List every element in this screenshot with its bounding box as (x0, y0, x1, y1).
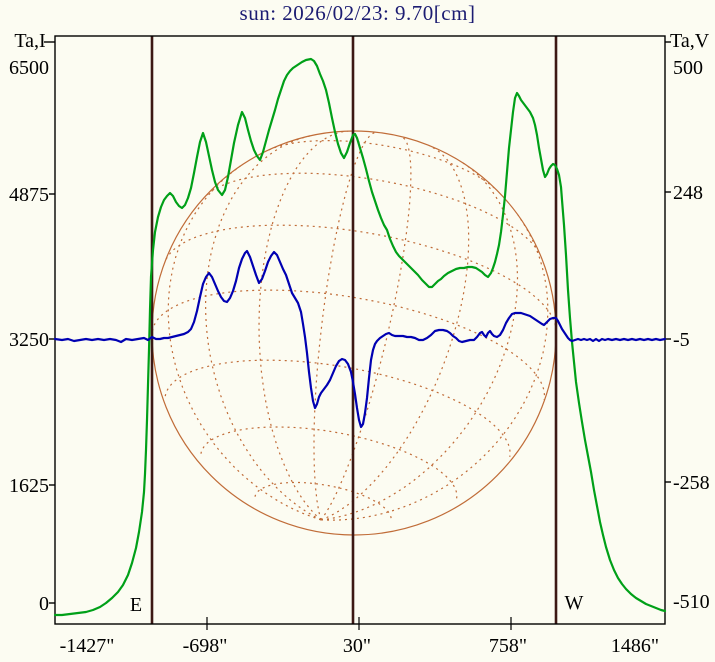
solar-grid-meridian-line (167, 165, 322, 521)
right-axis-label: Ta,V (670, 30, 710, 52)
plot-frame (54, 35, 666, 625)
x-tick-label: 758" (489, 635, 527, 657)
left-tick-label: 3250 (9, 329, 49, 351)
left-tick-label: 1625 (9, 475, 49, 497)
left-axis-label: Ta,I (14, 30, 45, 52)
solar-grid-latitude-line (268, 139, 498, 191)
solar-grid-latitude-line (200, 426, 458, 499)
x-tick-label: 1486" (611, 635, 659, 657)
left-tick-label: 0 (39, 593, 49, 615)
solar-grid-latitude-line (165, 224, 557, 329)
right-tick-label: 500 (673, 57, 703, 79)
x-tick-label: 30" (343, 635, 371, 657)
left-tick-label: 6500 (9, 57, 49, 79)
x-tick-label: -1427" (60, 635, 115, 657)
solar-grid-meridian-line (320, 136, 412, 521)
solar-grid-meridian-line (320, 214, 549, 521)
solar-grid-latitude-line (151, 289, 546, 401)
solar-grid-meridian-line (320, 162, 519, 521)
solar-grid-meridian-line (320, 144, 470, 521)
solar-grid-meridian-line (204, 135, 322, 521)
west-limb-label: W (565, 592, 584, 614)
chart-title: sun: 2026/02/23: 9.70[cm] (239, 1, 476, 25)
right-tick-label: -5 (673, 329, 690, 351)
solar-grid-meridian-line (313, 131, 377, 521)
left-tick-label: 4875 (9, 184, 49, 206)
solar-grid-latitude-line (206, 172, 541, 254)
right-tick-label: 248 (673, 182, 703, 204)
polarization-curve (53, 249, 667, 429)
east-limb-label: E (130, 594, 142, 616)
x-tick-label: -698" (183, 635, 228, 657)
solar-grid-meridian-line (258, 130, 348, 521)
right-tick-label: -258 (673, 472, 710, 494)
intensity-curve (53, 57, 667, 617)
right-tick-label: -510 (673, 591, 710, 613)
solar-grid-latitude-line (164, 359, 511, 457)
solar-grid-latitude-line (254, 481, 392, 521)
